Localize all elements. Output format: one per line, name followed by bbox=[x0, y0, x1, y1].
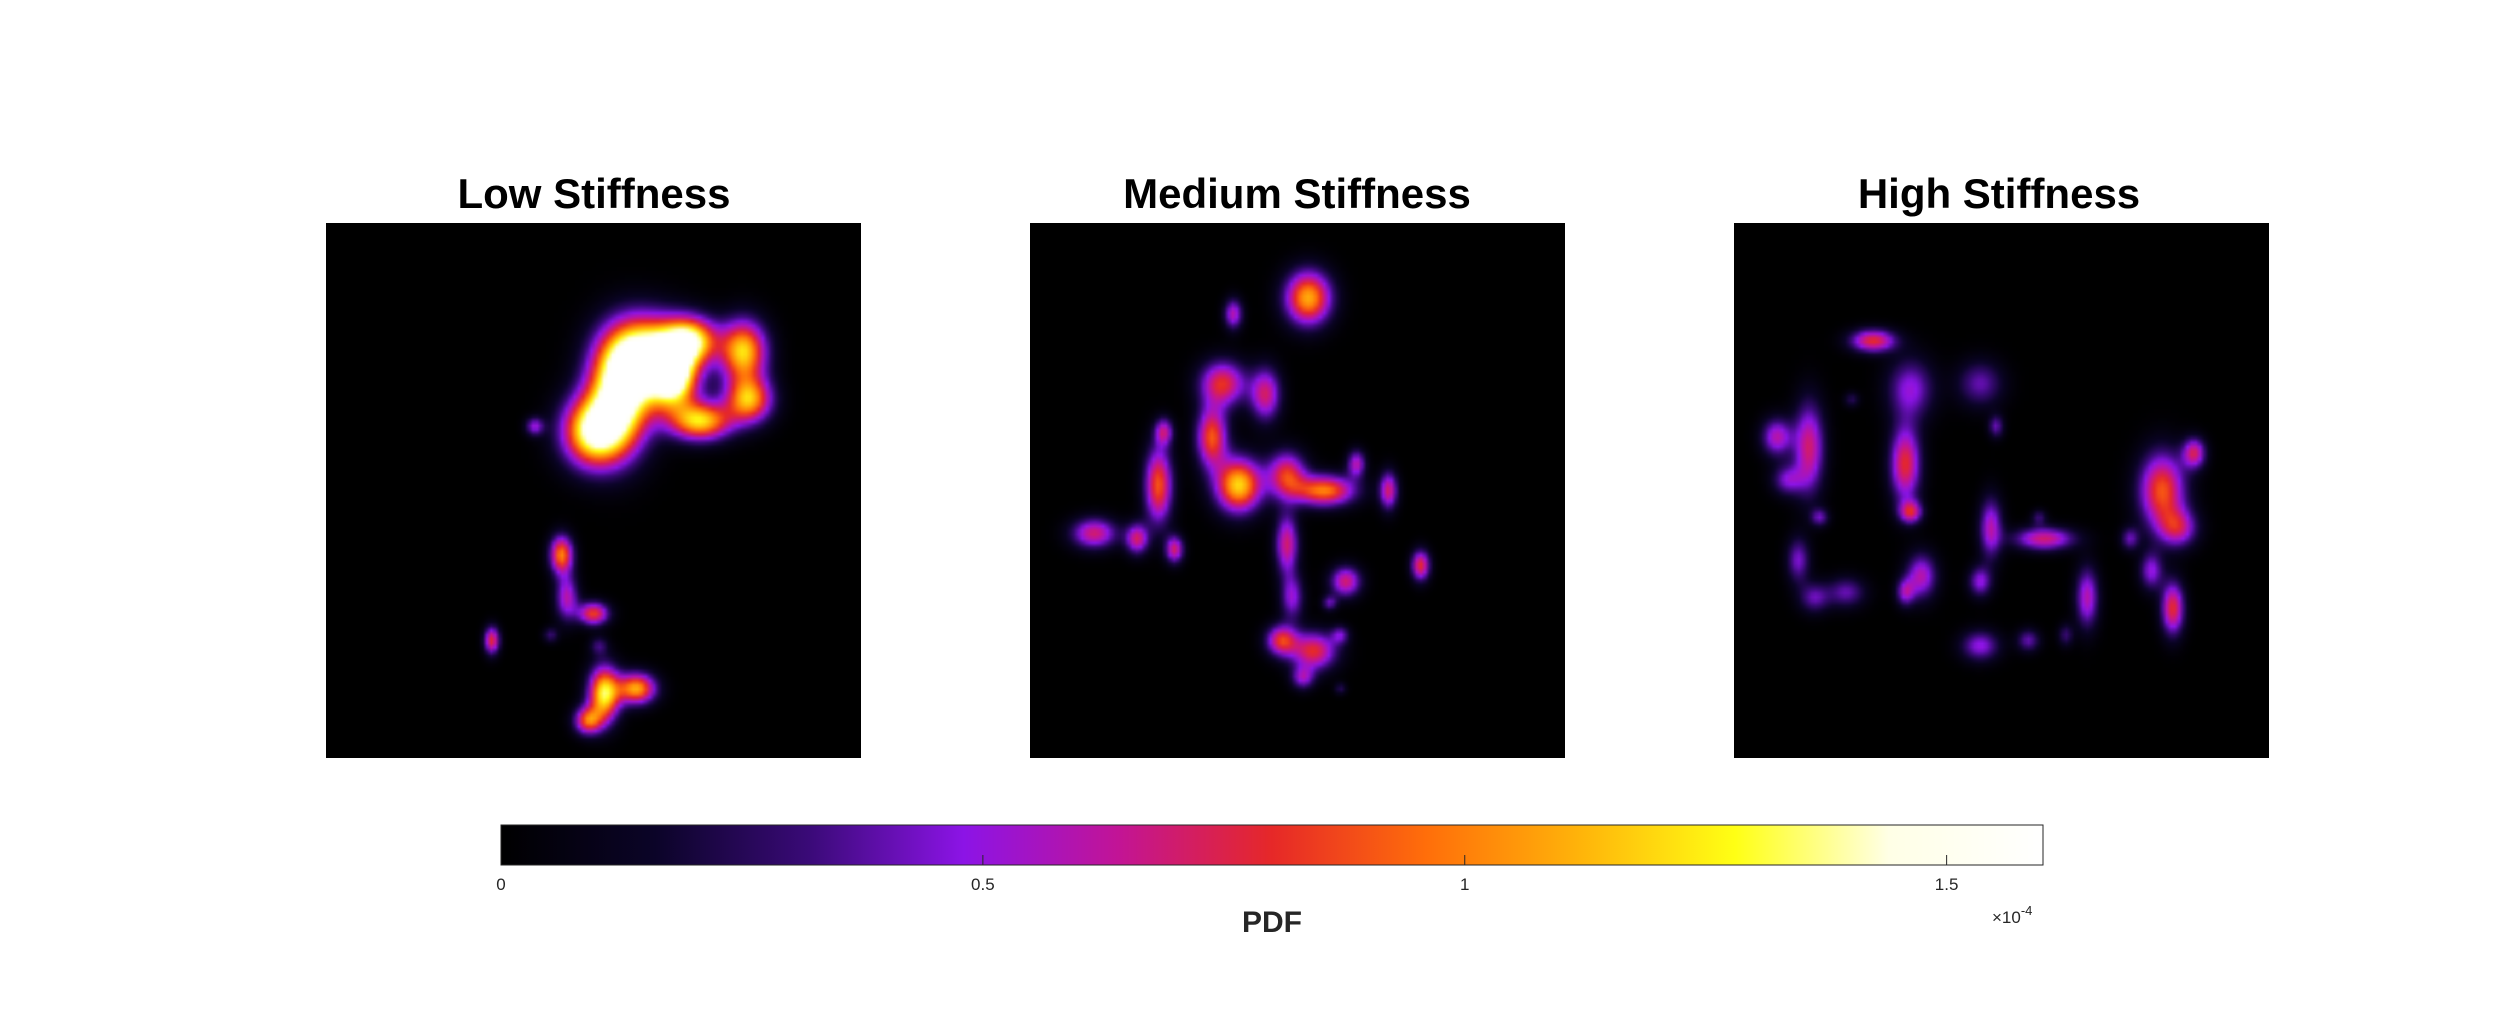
exponent-base: ×10 bbox=[1992, 908, 2021, 927]
colorbar-gradient bbox=[500, 824, 2044, 866]
heatmap-panel-medium bbox=[1030, 223, 1565, 758]
colorbar-tick-label: 0 bbox=[496, 875, 505, 894]
colorbar-tick-label: 1.5 bbox=[1935, 875, 1959, 894]
colorbar-tick-label: 1 bbox=[1460, 875, 1469, 894]
heatmap-panel-low bbox=[326, 223, 861, 758]
colorbar-ticks: 0 0.5 1 1.5 bbox=[496, 855, 1958, 894]
colorbar-exponent: ×10-4 bbox=[1992, 903, 2032, 927]
heatmap-image bbox=[1030, 223, 1565, 758]
panel-title-low: Low Stiffness bbox=[457, 170, 730, 217]
exponent-power: -4 bbox=[2021, 903, 2033, 918]
heatmap-panel-high bbox=[1734, 223, 2269, 758]
colorbar-tick-label: 0.5 bbox=[971, 875, 995, 894]
colorbar-label: PDF bbox=[1242, 906, 1302, 939]
heatmap-image bbox=[1734, 223, 2269, 758]
colorbar: 0 0.5 1 1.5 PDF ×10-4 bbox=[496, 824, 2044, 939]
panel-title-high: High Stiffness bbox=[1858, 170, 2140, 217]
heatmap-image bbox=[326, 223, 861, 758]
panel-title-medium: Medium Stiffness bbox=[1123, 170, 1471, 217]
